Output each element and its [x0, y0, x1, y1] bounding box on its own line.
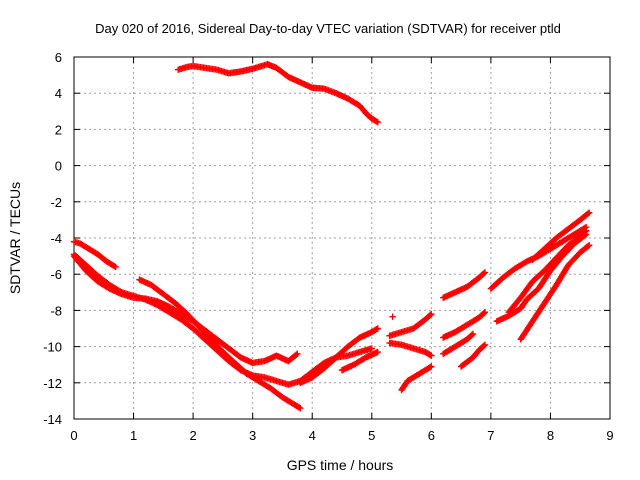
series-arc-h: [386, 339, 435, 359]
y-tick-label: 0: [55, 159, 62, 174]
data-point: [584, 210, 592, 217]
data-point: [582, 231, 590, 238]
x-tick-label: 2: [189, 428, 196, 443]
data-point: [585, 209, 593, 216]
data-point: [581, 232, 589, 239]
chart-title: Day 020 of 2016, Sidereal Day-to-day VTE…: [95, 21, 561, 36]
series-arc-p: [493, 231, 590, 325]
series-arc-a: [70, 238, 119, 271]
y-tick-label: -14: [43, 412, 62, 427]
data-point: [427, 311, 434, 319]
data-point: [584, 242, 592, 250]
series-arc-d: [136, 276, 304, 412]
data-point: [428, 310, 435, 318]
series-arc-k: [440, 309, 489, 341]
series-arc-m: [457, 341, 489, 370]
data-point: [297, 404, 304, 412]
data-points: [70, 61, 593, 412]
x-tick-label: 1: [130, 428, 137, 443]
x-tick-label: 5: [368, 428, 375, 443]
x-tick-label: 4: [309, 428, 316, 443]
y-tick-label: -6: [50, 267, 62, 282]
tick-labels: 0 1 2 3 4 5 6 7 8 9 -14 -12 -10 -8 -6 -4 -2 0 2 4 6: [43, 50, 613, 443]
series-arc-j: [440, 269, 489, 301]
data-point: [480, 342, 488, 349]
data-point: [585, 242, 593, 249]
series-arc-single: [389, 313, 396, 320]
x-tick-label: 7: [487, 428, 494, 443]
data-point: [481, 341, 489, 348]
data-point: [368, 345, 375, 352]
y-tick-label: 6: [55, 50, 62, 65]
series-arc-o: [505, 227, 590, 316]
grid: [74, 57, 610, 419]
data-point: [469, 330, 477, 338]
data-point: [111, 262, 118, 270]
x-tick-label: 8: [547, 428, 554, 443]
y-tick-label: -4: [50, 231, 62, 246]
series-arc-high: [175, 61, 381, 126]
y-tick-label: 2: [55, 122, 62, 137]
data-point: [426, 351, 434, 359]
y-tick-label: -12: [43, 376, 62, 391]
y-tick-label: -8: [50, 303, 62, 318]
data-point: [112, 263, 119, 271]
data-point: [480, 309, 488, 317]
data-point: [389, 313, 396, 320]
y-tick-label: -10: [43, 340, 62, 355]
data-point: [481, 269, 489, 276]
series-arc-q: [529, 209, 593, 263]
x-tick-label: 6: [428, 428, 435, 443]
series-arc-l: [440, 330, 477, 358]
x-axis-label: GPS time / hours: [287, 457, 394, 473]
axis-ticks: [73, 56, 611, 420]
data-point: [374, 118, 381, 126]
data-point: [426, 364, 434, 371]
data-point: [428, 352, 435, 359]
data-point: [481, 309, 489, 316]
data-point: [294, 350, 301, 358]
series-arc-f: [338, 348, 381, 374]
x-tick-label: 0: [70, 428, 77, 443]
data-point: [374, 325, 381, 332]
data-point: [480, 270, 488, 277]
y-axis-label: SDTVAR / TECUs: [7, 182, 23, 294]
series-arc-e: [297, 325, 381, 386]
y-tick-label: -2: [50, 195, 62, 210]
data-point: [373, 118, 380, 125]
data-point: [373, 326, 380, 333]
data-point: [295, 404, 303, 411]
series-arc-g: [386, 310, 435, 339]
series-arc-i: [398, 363, 435, 394]
x-tick-label: 3: [249, 428, 256, 443]
data-point: [468, 331, 476, 339]
data-point: [374, 348, 381, 356]
y-tick-label: 4: [55, 86, 62, 101]
series-arc-r: [517, 242, 593, 343]
x-tick-label: 9: [606, 428, 613, 443]
data-point: [428, 363, 435, 370]
series-arc-c: [70, 251, 375, 388]
data-point: [293, 351, 300, 358]
